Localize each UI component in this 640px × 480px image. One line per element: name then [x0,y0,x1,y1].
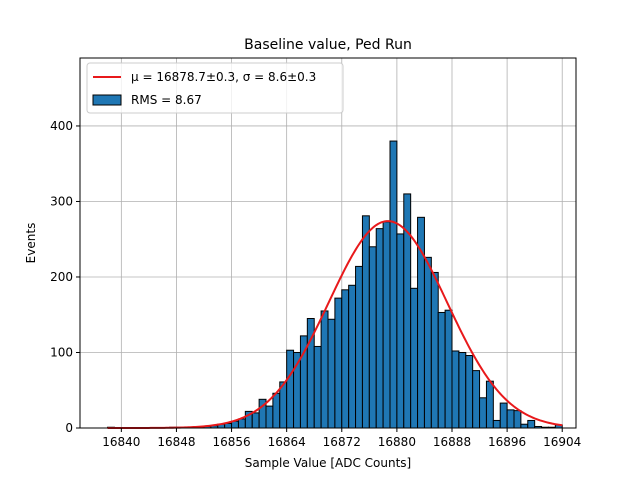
histogram-bar [286,349,295,429]
y-tick-label: 400 [50,119,73,133]
histogram-bar [485,380,494,429]
histogram-bar [472,370,481,429]
histogram-bars [107,140,563,429]
histogram-bar [396,233,405,429]
histogram-bar [382,221,391,429]
histogram-bar [520,423,529,429]
histogram-bar [527,419,536,429]
histogram-bar [499,402,508,429]
y-tick-label: 200 [50,270,73,284]
x-tick-label: 16864 [268,435,306,449]
histogram-bar [313,345,322,429]
x-axis-label: Sample Value [ADC Counts] [245,456,411,470]
histogram-bar [368,246,377,429]
histogram-bar [265,405,274,429]
y-axis-ticks: 0 100 200 300 400 [50,119,80,435]
histogram-bar [341,289,350,429]
histogram-bar [410,287,419,429]
x-tick-label: 16856 [212,435,250,449]
x-tick-label: 16904 [543,435,581,449]
histogram-bar [334,297,343,429]
y-tick-label: 300 [50,194,73,208]
histogram-bar [320,310,329,429]
histogram-bar [506,409,515,429]
histogram-bar [355,265,363,429]
histogram-bar [251,412,260,429]
histogram-bar [375,228,384,429]
y-axis-label: Events [24,223,38,264]
x-tick-label: 16888 [433,435,471,449]
histogram-bar [479,397,487,429]
histogram-bar [327,318,336,429]
chart-title: Baseline value, Ped Run [244,37,412,53]
legend-rms-label: RMS = 8.67 [131,93,202,107]
histogram-bar [444,309,453,429]
x-tick-label: 16880 [378,435,416,449]
plot-frame [79,57,577,429]
x-tick-label: 16872 [323,435,361,449]
histogram-bar [389,140,398,429]
histogram-bar [237,418,246,429]
histogram-bar [437,311,446,429]
x-tick-label: 16896 [488,435,526,449]
legend-bar-swatch [92,94,122,106]
histogram-bar [272,392,281,429]
legend-box [86,62,344,114]
histogram-bar [513,410,522,429]
gaussian-fit-curve [107,220,563,429]
x-tick-label: 16840 [102,435,140,449]
x-tick-label: 16848 [157,435,195,449]
y-tick-label: 0 [65,421,73,435]
histogram-bar [492,419,501,429]
histogram-bar [423,256,432,429]
histogram-bar [361,215,370,429]
histogram-bar [430,271,439,429]
histogram-bar [458,351,467,429]
histogram-bar [451,350,460,429]
legend-fit-label: μ = 16878.7±0.3, σ = 8.6±0.3 [131,70,316,84]
x-axis-ticks: 16840 16848 16856 16864 16872 16880 16888 16896… [102,428,581,449]
histogram-bar [417,216,425,429]
histogram-bar [348,284,357,429]
histogram-bar [465,355,474,429]
legend: μ = 16878.7±0.3, σ = 8.6±0.3 RMS = 8.67 [86,62,344,114]
y-tick-label: 100 [50,345,73,359]
